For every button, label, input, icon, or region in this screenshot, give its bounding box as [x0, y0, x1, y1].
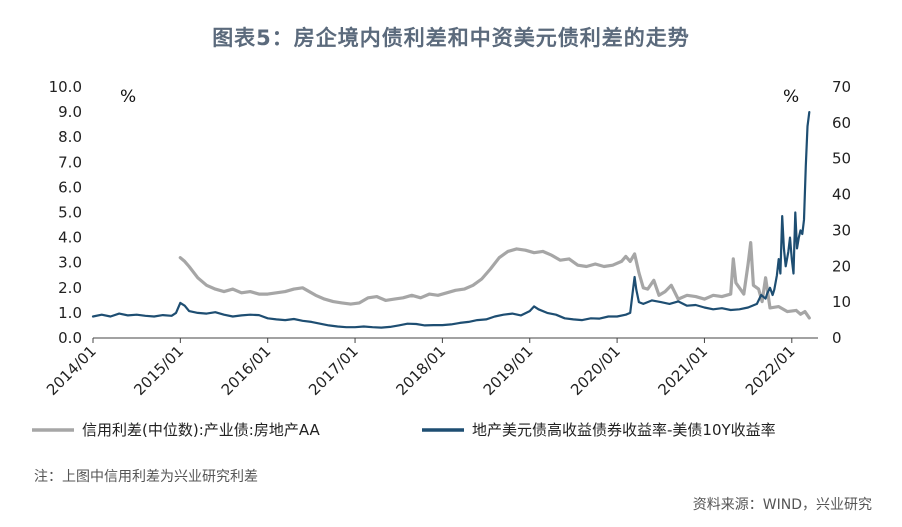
chart-note: 注：上图中信用利差为兴业研究利差: [34, 469, 258, 485]
right-axis-tick-label: 20: [832, 257, 851, 275]
x-axis-tick-label: 2018/01: [392, 342, 449, 399]
left-axis-tick-label: 4.0: [58, 229, 82, 247]
x-axis-tick-label: 2019/01: [480, 342, 537, 399]
series-line-credit-spread: [178, 241, 811, 320]
right-axis-tick-label: 30: [832, 221, 851, 239]
right-axis-unit: %: [783, 87, 799, 107]
left-axis-unit: %: [120, 87, 136, 107]
right-axis-tick-label: 70: [832, 78, 851, 96]
left-axis-tick-label: 9.0: [58, 103, 82, 121]
chart-title: 图表5：房企境内债利差和中资美元债利差的走势: [212, 26, 690, 50]
x-axis-tick-label: 2017/01: [305, 342, 362, 399]
legend-label-usd-bond-spread: 地产美元债高收益债券收益率-美债10Y收益率: [472, 421, 776, 439]
left-axis-tick-label: 1.0: [58, 304, 82, 322]
left-axis-tick-label: 6.0: [58, 178, 82, 196]
left-axis-tick-label: 5.0: [58, 204, 82, 222]
left-axis-tick-label: 7.0: [58, 153, 82, 171]
chart-canvas: 0.0 1.0 2.0 3.0 4.0 5.0 6.0 7.0 8.0 9.0 10.0 0 10 20 3…: [32, 78, 851, 439]
right-axis-tick-label: 0: [832, 329, 842, 347]
right-axis-tick-label: 50: [832, 150, 851, 168]
right-axis-tick-label: 10: [832, 293, 851, 311]
legend: 信用利差(中位数):产业债:房地产AA 地产美元债高收益债券收益率-美债10Y收益…: [32, 421, 776, 439]
left-axis-tick-label: 10.0: [49, 78, 82, 96]
series-line-usd-bond-spread: [91, 111, 811, 329]
x-axis-tick-label: 2021/01: [654, 342, 711, 399]
left-axis-tick-label: 8.0: [58, 128, 82, 146]
x-axis-tick-label: 2014/01: [43, 342, 100, 399]
right-axis-tick-label: 40: [832, 186, 851, 204]
left-axis-tick-label: 3.0: [58, 254, 82, 272]
x-axis-tick-label: 2022/01: [742, 342, 799, 399]
right-axis-tick-label: 60: [832, 114, 851, 132]
axes: 0.0 1.0 2.0 3.0 4.0 5.0 6.0 7.0 8.0 9.0 10.0 0 10 20 3…: [43, 78, 851, 399]
x-axis-tick-label: 2020/01: [567, 342, 624, 399]
left-axis-tick-label: 0.0: [58, 329, 82, 347]
left-axis-tick-label: 2.0: [58, 279, 82, 297]
x-axis-tick-label: 2016/01: [218, 342, 275, 399]
legend-label-credit-spread: 信用利差(中位数):产业债:房地产AA: [82, 421, 320, 439]
x-axis-tick-label: 2015/01: [130, 342, 187, 399]
chart-source: 资料来源：WIND，兴业研究: [692, 497, 872, 513]
series-layer: [91, 111, 811, 329]
